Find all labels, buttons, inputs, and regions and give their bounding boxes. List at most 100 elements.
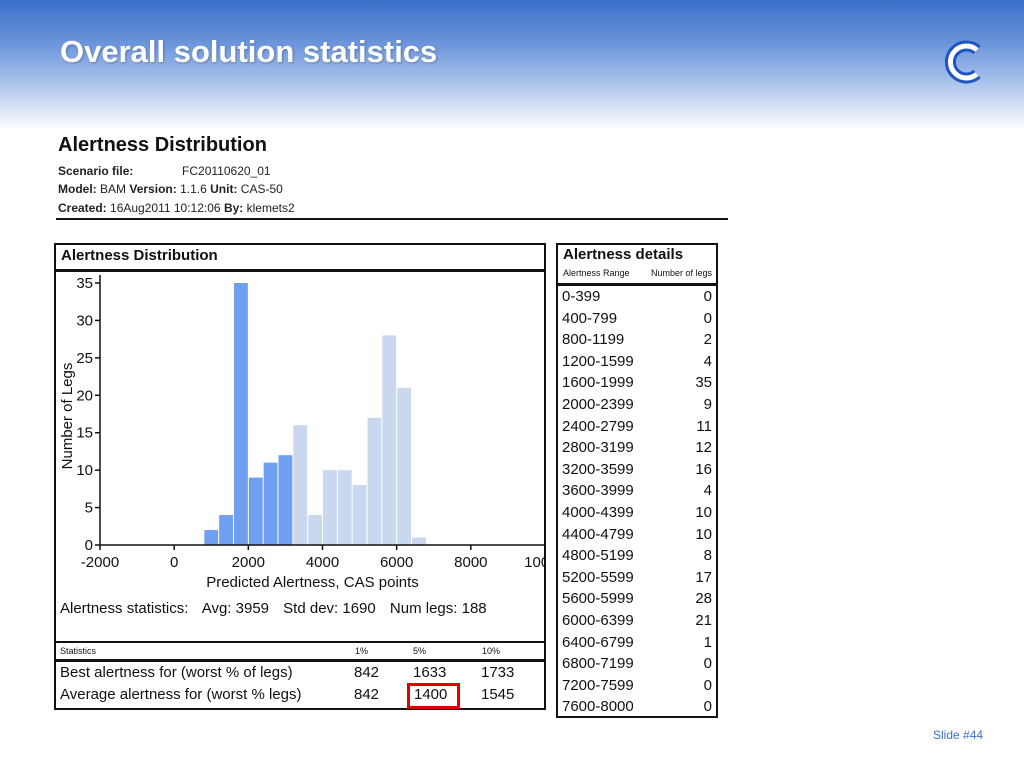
details-row-range: 6800-7199 [562,655,634,673]
details-row-num: 11 [696,417,712,435]
details-row: 4000-4399 10 [558,504,716,525]
histogram-bar [367,417,382,545]
details-panel: Alertness details Alertness Range Number… [556,243,718,718]
y-tick-label: 15 [76,425,93,442]
details-row-num: 0 [703,655,712,673]
details-row-num: 0 [703,698,712,716]
details-row-range: 4000-4399 [562,504,634,521]
created-value: 16Aug2011 10:12:06 [110,201,221,215]
details-row-num: 10 [695,525,712,543]
details-row-range: 800-1199 [562,331,625,349]
meta-divider [56,218,728,220]
details-row: 1200-1599 4 [558,353,716,374]
details-row-num: 0 [703,309,712,327]
details-row: 2800-3199 12 [558,439,716,460]
details-header-range: Alertness Range [563,268,630,278]
details-row-num: 9 [703,396,712,413]
details-row-range: 2000-2399 [562,396,634,413]
details-row-range: 400-799 [562,309,618,327]
details-row-range: 1600-1999 [562,374,634,392]
details-row-num: 16 [695,460,712,478]
details-row-range: 1200-1599 [562,352,634,370]
details-row: 3600-3999 4 [558,482,716,503]
y-tick-label: 10 [76,462,93,479]
details-row-range: 2800-3199 [562,439,634,457]
stats-row-best-label: Best alertness for (worst % of legs) [60,664,293,681]
histogram-bar [308,515,322,545]
x-axis-label: Predicted Alertness, CAS points [206,574,419,591]
histogram-bar [352,485,367,545]
details-row: 6000-6399 21 [558,612,716,633]
histogram-bar [263,462,278,545]
details-row-range: 7600-8000 [562,698,634,716]
scenario-label: Scenario file: [58,164,134,178]
details-row-range: 0-399 [562,288,601,305]
details-row-range: 6000-6399 [562,612,634,629]
histogram-bar [397,387,411,545]
stats-header-label: Statistics [60,646,97,656]
c-logo-icon [944,40,981,84]
highlight-box [407,683,460,709]
stats-header-divider [56,659,544,662]
report-title: Alertness Distribution [58,134,267,156]
x-tick-label: 0 [170,554,178,571]
unit-value: CAS-50 [240,182,283,196]
histogram-bar [219,515,233,545]
histogram-bar [248,477,263,545]
histogram-bar [293,425,308,545]
details-row-range: 4800-5199 [562,547,634,565]
y-axis-label: Number of Legs [59,363,76,470]
details-row-num: 0 [703,676,712,694]
details-row-num: 1 [703,633,712,651]
by-label: By: [223,201,244,215]
model-value: BAM [100,182,127,196]
details-row: 4800-5199 8 [558,547,716,568]
model-line: Model: BAM Version: 1.1.6 Unit: CAS-50 [58,182,283,196]
scenario-line: Scenario file: FC20110620_01 [58,164,271,178]
x-tick-label: -2000 [81,554,119,571]
details-title: Alertness details [563,246,684,263]
details-row-num: 28 [695,590,712,608]
scenario-value: FC20110620_01 [182,164,271,178]
details-row: 0-399 0 [558,288,716,309]
details-row: 2000-2399 9 [558,396,716,417]
alertness-statistics-label: Alertness statistics: [60,600,189,617]
histogram-chart: 05101520253035-2000020004000600080001000… [59,275,544,591]
stats-top-divider [56,641,544,643]
details-row-range: 4400-4799 [562,525,634,543]
std-dev-value: Std dev: 1690 [283,600,376,617]
panel-title: Alertness Distribution [61,247,218,264]
stats-row-best-5pct: 1633 [413,664,447,681]
num-legs-value: Num legs: 188 [389,600,487,617]
y-tick-label: 5 [85,500,93,517]
stats-row-best-10pct: 1733 [481,664,515,681]
details-row-num: 17 [695,568,712,586]
details-row: 1600-1999 35 [558,374,716,395]
details-row: 5200-5599 17 [558,569,716,590]
details-row: 7200-7599 0 [558,677,716,698]
details-row-range: 2400-2799 [562,417,634,435]
avg-value: Avg: 3959 [201,600,269,617]
x-tick-label: 10000 [524,554,544,571]
slide-header [0,0,1024,130]
version-label: Version: [129,182,177,196]
stats-row-avg-label: Average alertness for (worst % legs) [60,686,302,703]
stats-header-1pct: 1% [355,646,369,656]
slide-title: Overall solution statistics [60,34,438,69]
details-row-range: 5600-5999 [562,590,634,608]
histogram-bar [234,283,248,545]
by-value: klemets2 [246,201,295,215]
details-row-num: 10 [695,504,712,521]
details-row-range: 7200-7599 [562,676,634,694]
details-row: 4400-4799 10 [558,526,716,547]
x-tick-label: 4000 [306,554,339,571]
slide-number: Slide #44 [933,728,984,742]
histogram-bar [412,537,426,545]
histogram-bar [278,455,293,545]
version-value: 1.1.6 [180,182,207,196]
stats-header-10pct: 10% [482,646,501,656]
alertness-statistics: Alertness statistics: Avg: 3959 Std dev:… [60,600,497,617]
created-label: Created: [58,201,107,215]
stats-row-avg-10pct: 1545 [481,686,515,703]
